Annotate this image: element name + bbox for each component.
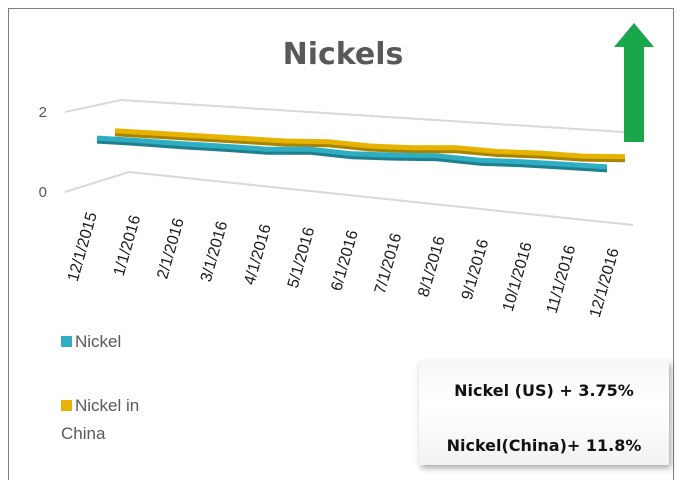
x-tick-label: 4/1/2016 [241, 222, 275, 287]
trend-up-arrow-icon [614, 23, 654, 142]
x-tick-label: 9/1/2016 [459, 237, 493, 302]
legend-swatch-nickel-china [61, 400, 72, 411]
x-tick-label: 11/1/2016 [544, 243, 580, 315]
legend-label-nickel-china-line1: Nickel in [75, 396, 139, 415]
x-tick-label: 8/1/2016 [415, 234, 449, 299]
x-tick-label: 6/1/2016 [328, 228, 362, 293]
callout-china-text: Nickel(China)+ 11.8% [446, 436, 642, 455]
gridline-floor-left [64, 171, 130, 193]
legend-label-nickel: Nickel [75, 332, 121, 351]
series-line-shadow [114, 131, 626, 163]
legend-swatch-nickel [61, 336, 72, 347]
chart-canvas: Nickels 2 0 12/1/2015 1/1/2016 2/1/2016 3/1/20… [39, 23, 654, 443]
gridline-floor-back [128, 171, 634, 226]
callout-box: Nickel (US) + 3.75% Nickel(China)+ 11.8% [419, 361, 669, 465]
x-tick-label: 3/1/2016 [198, 219, 232, 284]
x-tick-label: 2/1/2016 [154, 216, 188, 281]
chart-frame: Nickels 2 0 12/1/2015 1/1/2016 2/1/2016 3/1/20… [8, 8, 674, 480]
x-tick-label: 7/1/2016 [372, 231, 406, 296]
callout-us-text: Nickel (US) + 3.75% [454, 381, 634, 400]
x-tick-label: 5/1/2016 [285, 225, 319, 290]
gridline-top-back [120, 99, 640, 134]
y-tick-label: 0 [39, 184, 47, 201]
gridline-top-left [64, 99, 122, 113]
x-tick-label: 10/1/2016 [500, 240, 536, 313]
chart-title: Nickels [283, 37, 404, 72]
x-tick-label: 12/1/2016 [587, 246, 623, 319]
y-tick-label: 2 [39, 104, 47, 121]
x-tick-label: 12/1/2015 [65, 210, 101, 283]
x-tick-label: 1/1/2016 [111, 213, 145, 278]
series-line-shadow [96, 138, 608, 173]
legend-label-nickel-china-line2: China [61, 424, 106, 443]
